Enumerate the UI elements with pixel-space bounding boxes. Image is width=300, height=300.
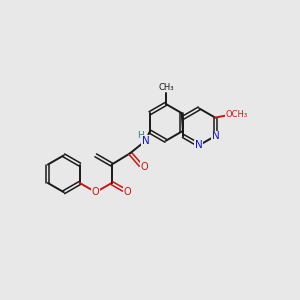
Text: N: N bbox=[142, 136, 149, 146]
Text: N: N bbox=[195, 140, 203, 150]
Text: H: H bbox=[137, 131, 144, 140]
Text: OCH₃: OCH₃ bbox=[226, 110, 247, 119]
Text: N: N bbox=[212, 131, 220, 141]
Text: CH₃: CH₃ bbox=[159, 83, 174, 92]
Text: O: O bbox=[92, 187, 100, 197]
Text: O: O bbox=[123, 187, 131, 197]
Text: O: O bbox=[141, 162, 148, 172]
